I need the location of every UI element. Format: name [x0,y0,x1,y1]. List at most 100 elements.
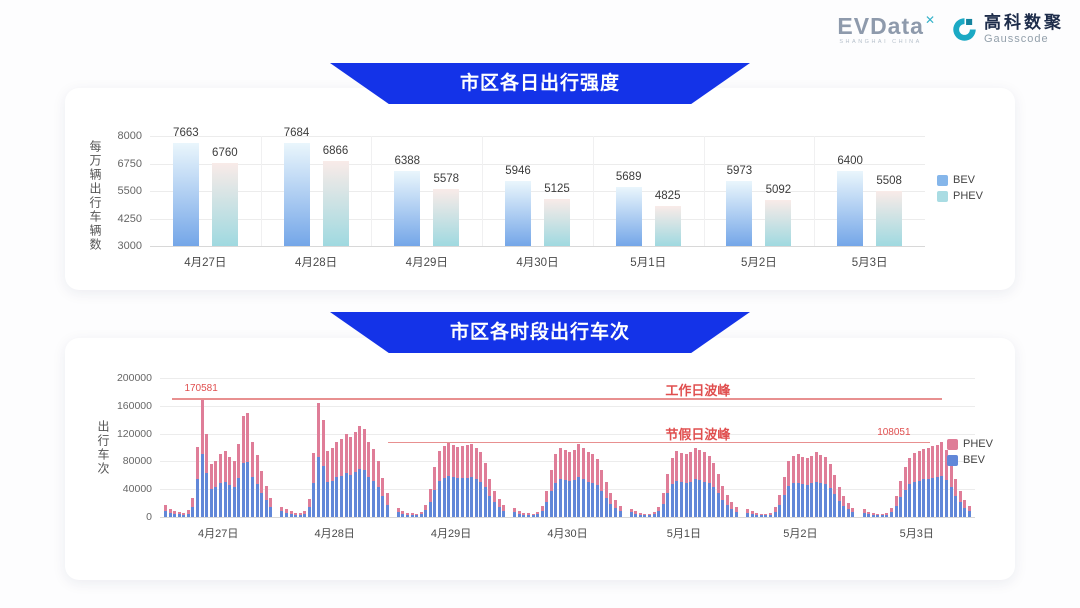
hour-bar-stack[interactable] [643,513,647,517]
hour-bar-stack[interactable] [750,511,754,517]
hour-bar-stack[interactable] [949,462,953,517]
hour-bar-stack[interactable] [317,403,321,517]
hour-bar-stack[interactable] [415,513,419,517]
hour-bar-stack[interactable] [303,510,307,517]
hour-bar-stack[interactable] [871,513,875,517]
hour-bar-stack[interactable] [294,512,298,517]
hour-bar-stack[interactable] [335,441,339,517]
hour-bar-stack[interactable] [182,512,186,517]
hour-bar-stack[interactable] [894,496,898,517]
hour-bar-stack[interactable] [819,455,823,517]
hour-bar-stack[interactable] [778,494,782,517]
hour-bar-stack[interactable] [218,453,222,517]
hour-bar-stack[interactable] [876,513,880,517]
hour-bar-stack[interactable] [867,511,871,517]
hour-bar-stack[interactable] [885,512,889,517]
hour-bar-stack[interactable] [755,513,759,517]
hour-bar-stack[interactable] [330,448,334,517]
hour-bar-stack[interactable] [223,450,227,517]
phev-bar[interactable]: 5578 [433,173,460,246]
hour-bar-stack[interactable] [693,448,697,517]
hour-bar-stack[interactable] [908,457,912,517]
hour-bar-stack[interactable] [680,453,684,517]
hour-bar-stack[interactable] [289,511,293,517]
hour-bar-stack[interactable] [385,493,389,517]
hour-bar-stack[interactable] [814,452,818,517]
hour-bar-stack[interactable] [488,478,492,517]
hour-bar-stack[interactable] [707,455,711,517]
hour-bar-stack[interactable] [209,464,213,517]
hour-bar-stack[interactable] [577,444,581,517]
hour-bar-stack[interactable] [264,485,268,517]
hour-bar-stack[interactable] [285,509,288,517]
hour-bar-stack[interactable] [629,508,633,517]
hour-bar-stack[interactable] [522,512,526,517]
hour-bar-stack[interactable] [810,455,814,517]
hour-bar-stack[interactable] [428,489,432,517]
hour-bar-stack[interactable] [805,457,809,517]
hour-bar-stack[interactable] [917,451,921,517]
hour-bar-stack[interactable] [540,505,544,517]
hour-bar-stack[interactable] [568,451,572,517]
hour-bar-stack[interactable] [517,510,521,517]
hour-bar-stack[interactable] [554,454,558,517]
hour-bar-stack[interactable] [367,441,371,517]
hour-bar-stack[interactable] [460,446,464,517]
legend-item-bev[interactable]: BEV [947,454,993,466]
hour-bar-stack[interactable] [549,469,553,517]
hour-bar-stack[interactable] [474,447,478,517]
hour-bar-stack[interactable] [735,507,738,517]
hour-bar-stack[interactable] [173,511,177,517]
hour-bar-stack[interactable] [666,473,670,517]
hour-bar-stack[interactable] [442,446,446,517]
hour-bar-stack[interactable] [657,506,661,517]
hour-bar-stack[interactable] [721,485,725,517]
hour-bar-stack[interactable] [661,492,665,517]
hour-bar-stack[interactable] [321,419,325,517]
hour-bar-stack[interactable] [634,511,638,517]
hour-bar-stack[interactable] [246,413,250,517]
hour-bar-stack[interactable] [344,434,348,517]
hour-bar-stack[interactable] [456,446,460,517]
bev-bar[interactable]: 6400 [837,155,864,246]
hour-bar-stack[interactable] [401,510,405,517]
hour-bar-stack[interactable] [581,447,585,517]
hour-bar-stack[interactable] [168,508,172,517]
hour-bar-stack[interactable] [689,452,693,517]
hour-bar-stack[interactable] [396,507,400,517]
hour-bar-stack[interactable] [358,425,362,517]
hour-bar-stack[interactable] [280,506,284,517]
hour-bar-stack[interactable] [926,447,930,517]
phev-bar[interactable]: 6866 [322,145,349,246]
bev-bar[interactable]: 7684 [283,127,310,246]
hour-bar-stack[interactable] [241,415,245,517]
hour-bar-stack[interactable] [787,461,791,517]
phev-bar[interactable]: 5125 [543,183,570,246]
hour-bar-stack[interactable] [513,507,517,517]
hour-bar-stack[interactable] [769,512,773,517]
hour-bar-stack[interactable] [746,509,750,517]
hour-bar-stack[interactable] [958,490,962,517]
hour-bar-stack[interactable] [563,450,567,517]
hour-bar-stack[interactable] [782,476,786,517]
hour-bar-stack[interactable] [712,462,716,517]
hour-bar-stack[interactable] [451,444,455,517]
hour-bar-stack[interactable] [381,478,385,517]
hour-bar-stack[interactable] [250,441,254,517]
hour-bar-stack[interactable] [931,446,935,517]
hour-bar-stack[interactable] [376,461,380,517]
legend-item-phev[interactable]: PHEV [937,190,983,202]
hour-bar-stack[interactable] [595,459,599,517]
hour-bar-stack[interactable] [684,454,688,517]
hour-bar-stack[interactable] [497,498,501,517]
hour-bar-stack[interactable] [833,475,837,517]
hour-bar-stack[interactable] [759,513,763,517]
hour-bar-stack[interactable] [307,498,311,517]
legend-item-bev[interactable]: BEV [937,174,983,186]
hour-bar-stack[interactable] [880,513,884,517]
hour-bar-stack[interactable] [545,490,549,517]
bev-bar[interactable]: 5973 [726,165,753,246]
hour-bar-stack[interactable] [572,449,576,517]
hour-bar-stack[interactable] [200,398,204,517]
hour-bar-stack[interactable] [967,505,971,517]
